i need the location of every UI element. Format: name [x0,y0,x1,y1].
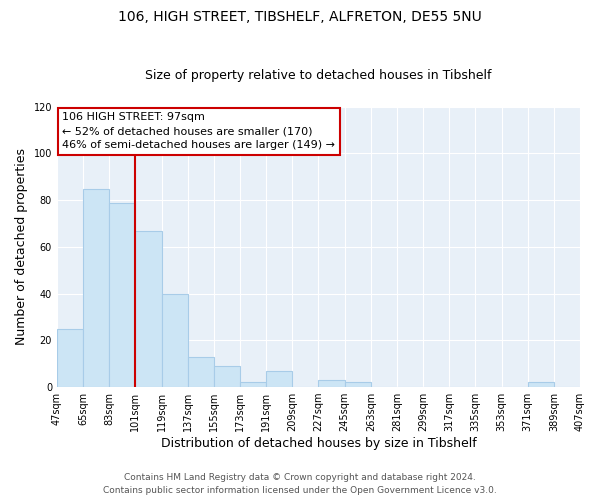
Bar [188,356,214,387]
Bar [266,370,292,387]
Bar [161,294,188,387]
Bar [344,382,371,387]
Text: 106 HIGH STREET: 97sqm
← 52% of detached houses are smaller (170)
46% of semi-de: 106 HIGH STREET: 97sqm ← 52% of detached… [62,112,335,150]
Bar [527,382,554,387]
Bar [214,366,240,387]
Text: 106, HIGH STREET, TIBSHELF, ALFRETON, DE55 5NU: 106, HIGH STREET, TIBSHELF, ALFRETON, DE… [118,10,482,24]
Bar [57,328,83,387]
Bar [136,230,161,387]
Bar [109,202,136,387]
Bar [83,188,109,387]
Y-axis label: Number of detached properties: Number of detached properties [15,148,28,346]
Title: Size of property relative to detached houses in Tibshelf: Size of property relative to detached ho… [145,69,492,82]
Bar [319,380,344,387]
X-axis label: Distribution of detached houses by size in Tibshelf: Distribution of detached houses by size … [161,437,476,450]
Text: Contains HM Land Registry data © Crown copyright and database right 2024.
Contai: Contains HM Land Registry data © Crown c… [103,474,497,495]
Bar [240,382,266,387]
